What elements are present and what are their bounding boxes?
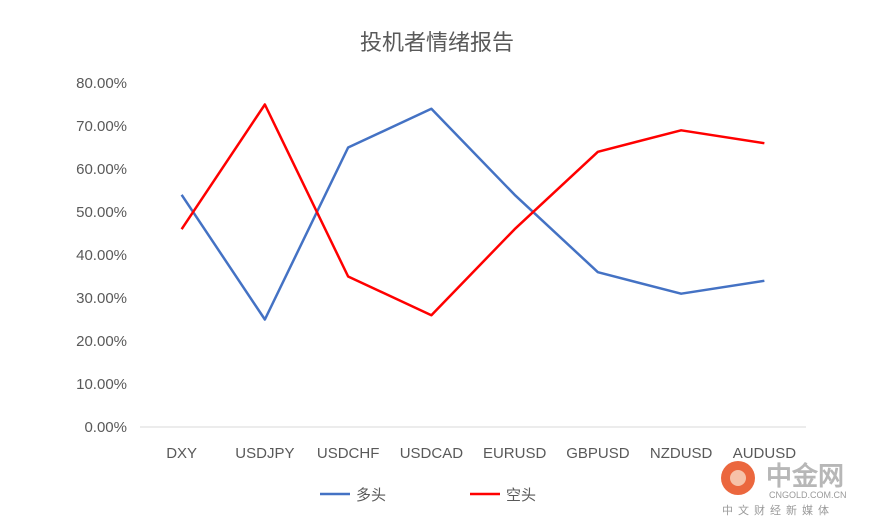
y-tick-label: 30.00% (76, 290, 127, 307)
cngold-watermark: 中金网 CNGOLD.COM.CN 中文财经新媒体 (721, 461, 847, 517)
y-tick-label: 40.00% (76, 247, 127, 264)
y-tick-label: 20.00% (76, 333, 127, 350)
y-tick-label: 50.00% (76, 204, 127, 221)
watermark-slogan: 中文财经新媒体 (722, 503, 834, 517)
chart-title: 投机者情绪报告 (360, 31, 514, 56)
y-tick-label: 10.00% (76, 376, 127, 393)
x-axis-ticks: DXY USDJPY USDCHF USDCAD EURUSD GBPUSD NZDUSD A… (166, 445, 796, 462)
y-tick-label: 60.00% (76, 161, 127, 178)
x-tick-label: USDCHF (317, 445, 380, 462)
x-tick-label: USDCAD (400, 445, 464, 462)
legend: 多头 空头 (320, 486, 536, 504)
watermark-domain: CNGOLD.COM.CN (769, 490, 847, 500)
x-tick-label: EURUSD (483, 445, 547, 462)
legend-label: 多头 (356, 486, 386, 504)
x-tick-label: AUDUSD (733, 445, 797, 462)
y-tick-label: 80.00% (76, 75, 127, 92)
x-tick-label: USDJPY (235, 445, 294, 462)
legend-label: 空头 (506, 486, 536, 504)
x-tick-label: DXY (166, 445, 197, 462)
watermark-brand: 中金网 (766, 461, 844, 492)
series-line-2 (180, 103, 765, 317)
x-tick-label: GBPUSD (566, 445, 630, 462)
series-line-1 (180, 107, 765, 321)
x-tick-label: NZDUSD (650, 445, 713, 462)
series-lines (180, 103, 765, 321)
y-axis-ticks: 0.00% 10.00% 20.00% 30.00% 40.00% 50.00% 60.00… (76, 75, 127, 436)
y-tick-label: 0.00% (84, 419, 127, 436)
y-tick-label: 70.00% (76, 118, 127, 135)
